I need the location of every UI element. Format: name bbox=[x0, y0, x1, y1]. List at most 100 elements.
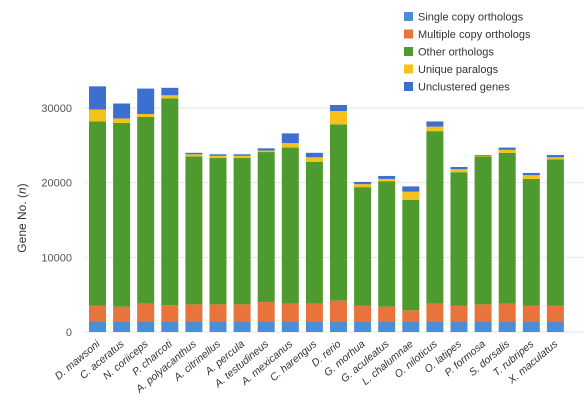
bar-segment-3 bbox=[137, 116, 155, 304]
bar-segment-5 bbox=[161, 87, 179, 96]
bar-segment-4 bbox=[257, 150, 275, 153]
bar-segment-1 bbox=[402, 321, 420, 332]
bar-segment-2 bbox=[546, 305, 564, 322]
bar-segment-1 bbox=[498, 321, 516, 332]
bar-segment-3 bbox=[474, 156, 492, 305]
y-tick-label: 10000 bbox=[41, 252, 72, 264]
bar-segment-4 bbox=[426, 126, 444, 132]
bar-segment-2 bbox=[89, 305, 106, 322]
bar-segment-2 bbox=[426, 303, 444, 322]
bar-segment-3 bbox=[546, 159, 564, 306]
bar-segment-1 bbox=[378, 321, 396, 332]
bar-segment-4 bbox=[89, 109, 106, 122]
bar-segment-2 bbox=[161, 305, 179, 322]
bar-segment-2 bbox=[450, 305, 468, 322]
bar-segment-1 bbox=[161, 321, 179, 332]
legend: Single copy orthologs Multiple copy ortho… bbox=[404, 12, 531, 94]
bar-segment-3 bbox=[522, 178, 540, 306]
bar-segment-5 bbox=[498, 147, 516, 150]
y-tick-label: 20000 bbox=[41, 178, 72, 190]
bar-segment-1 bbox=[546, 321, 564, 332]
bar-segment-1 bbox=[257, 321, 275, 332]
bar-segment-5 bbox=[330, 105, 347, 111]
bar-segment-4 bbox=[546, 157, 564, 160]
legend-label: Unclustered genes bbox=[418, 82, 510, 94]
bar-segment-5 bbox=[209, 154, 227, 156]
bar-segment-3 bbox=[378, 181, 396, 307]
bar-segment-4 bbox=[185, 154, 203, 157]
y-tick-label: 30000 bbox=[41, 103, 72, 115]
bar-segment-1 bbox=[137, 321, 155, 332]
legend-label: Unique paralogs bbox=[418, 64, 499, 76]
bar-segment-3 bbox=[209, 158, 227, 305]
bar-segment-1 bbox=[522, 321, 540, 332]
bar-segment-1 bbox=[113, 321, 131, 332]
bar-segment-3 bbox=[89, 121, 106, 306]
bar-segment-3 bbox=[330, 124, 347, 301]
bar-segment-4 bbox=[522, 175, 540, 179]
bar-segment-3 bbox=[185, 156, 203, 305]
bar-segment-4 bbox=[305, 157, 323, 162]
y-axis-label: Gene No. (n) bbox=[15, 183, 29, 252]
bar-segment-5 bbox=[474, 155, 492, 156]
bar-segment-3 bbox=[402, 199, 420, 311]
bar-segment-1 bbox=[185, 321, 203, 332]
bar-segment-5 bbox=[378, 175, 396, 179]
bar-segment-2 bbox=[402, 310, 420, 322]
bar-segment-2 bbox=[354, 305, 372, 322]
bar-segment-2 bbox=[330, 300, 347, 322]
bar-segment-1 bbox=[281, 321, 299, 332]
bar-segment-5 bbox=[257, 148, 275, 151]
legend-swatch bbox=[404, 47, 413, 56]
bar-segment-2 bbox=[498, 303, 516, 322]
legend-swatch bbox=[404, 12, 413, 21]
bar-segment-2 bbox=[257, 302, 275, 322]
bar-segment-3 bbox=[113, 122, 131, 307]
bar-segment-3 bbox=[426, 131, 444, 304]
bar-segment-2 bbox=[233, 304, 251, 322]
bar-segment-2 bbox=[185, 304, 203, 322]
bar-segment-3 bbox=[450, 172, 468, 306]
y-axis-ticks: 0 10000 20000 30000 bbox=[41, 103, 72, 339]
bar-segment-5 bbox=[354, 181, 372, 185]
bar-segment-1 bbox=[474, 321, 492, 332]
bar-segment-2 bbox=[378, 306, 396, 322]
bar-segment-4 bbox=[498, 149, 516, 153]
bar-segment-5 bbox=[450, 166, 468, 170]
bar-segment-5 bbox=[113, 103, 131, 119]
legend-swatch bbox=[404, 64, 413, 74]
bar-segment-1 bbox=[305, 321, 323, 332]
bar-segment-1 bbox=[354, 321, 372, 332]
bar-segment-5 bbox=[402, 186, 420, 192]
bar-segment-4 bbox=[209, 155, 227, 159]
bar-segment-4 bbox=[402, 191, 420, 200]
legend-swatch bbox=[404, 82, 413, 91]
bar-segment-1 bbox=[450, 321, 468, 332]
bar-segment-4 bbox=[281, 143, 299, 148]
bar-segment-3 bbox=[257, 152, 275, 303]
legend-swatch bbox=[404, 29, 413, 39]
bar-segment-5 bbox=[233, 154, 251, 156]
y-tick-label: 0 bbox=[66, 327, 72, 339]
bar-segment-5 bbox=[426, 121, 444, 127]
bar-segment-1 bbox=[426, 321, 444, 332]
legend-label: Multiple copy orthologs bbox=[418, 29, 531, 41]
bar-segment-4 bbox=[161, 95, 179, 99]
bar-segment-4 bbox=[450, 169, 468, 173]
bar-segment-3 bbox=[354, 187, 372, 306]
bar-segment-5 bbox=[305, 152, 323, 158]
bar-segment-3 bbox=[498, 152, 516, 304]
bar-segment-1 bbox=[209, 321, 227, 332]
bar-segment-4 bbox=[113, 118, 131, 123]
bar-segment-2 bbox=[281, 303, 299, 322]
bar-segment-4 bbox=[354, 184, 372, 188]
bar-segment-3 bbox=[161, 98, 179, 306]
bar-segment-3 bbox=[233, 158, 251, 305]
bar-segment-2 bbox=[305, 303, 323, 322]
bar-segment-5 bbox=[89, 86, 106, 110]
legend-label: Single copy orthologs bbox=[418, 12, 524, 24]
bar-segment-3 bbox=[305, 161, 323, 304]
bars bbox=[89, 86, 564, 332]
